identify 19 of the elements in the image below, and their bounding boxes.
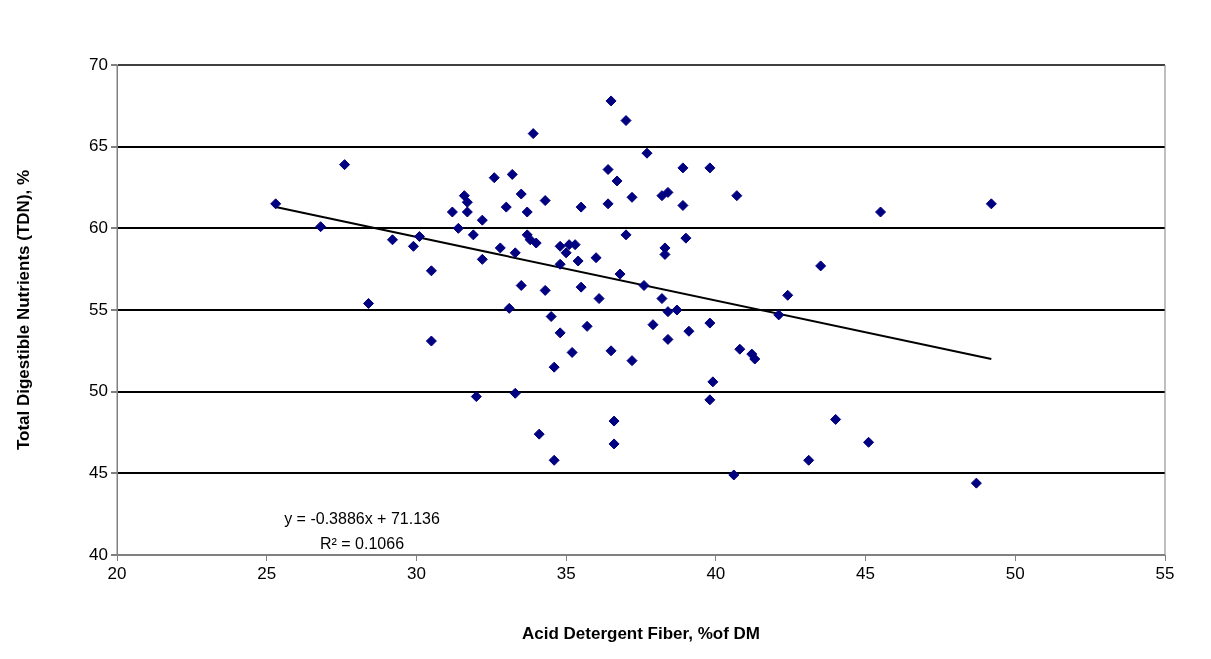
x-tick-label: 55	[1155, 563, 1175, 583]
x-tick-label: 45	[856, 563, 876, 583]
y-tick-label: 55	[89, 299, 108, 319]
y-axis-title: Total Digestible Nutrients (TDN), %	[13, 169, 33, 451]
x-tick-label: 40	[706, 563, 726, 583]
y-tick-label: 50	[89, 381, 108, 401]
annotation: R² = 0.1066	[319, 535, 405, 553]
y-tick-label: 45	[89, 463, 108, 483]
x-tick-label: 30	[406, 563, 426, 583]
x-tick-label: 50	[1005, 563, 1025, 583]
y-tick-label: 70	[89, 54, 108, 74]
x-tick-label: 25	[257, 563, 277, 583]
x-tick-label: 20	[107, 563, 127, 583]
annotation: y = -0.3886x + 71.136	[284, 510, 440, 528]
x-tick-label: 35	[556, 563, 576, 583]
y-tick-label: 65	[89, 136, 108, 156]
x-axis-title: Acid Detergent Fiber, %of DM	[521, 624, 761, 644]
y-tick-label: 40	[89, 544, 108, 564]
y-tick-label: 60	[89, 218, 108, 238]
